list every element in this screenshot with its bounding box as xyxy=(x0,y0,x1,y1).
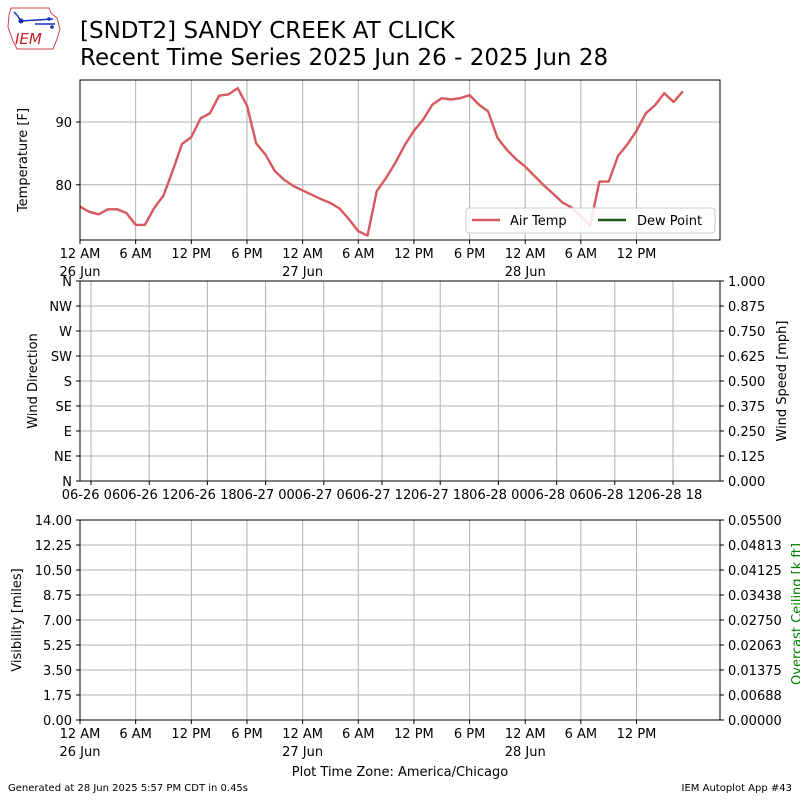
legend-box xyxy=(465,207,716,234)
wind-dir-axis-label: Wind Direction xyxy=(26,333,41,429)
vis-x-tick-label: 6 AM xyxy=(119,727,152,742)
vis-x-tick-label: 6 PM xyxy=(454,727,485,742)
wind-x-tick-label: 06-26 18 xyxy=(178,488,236,503)
vis-x-tick-label: 12 AM xyxy=(282,727,323,742)
wind-speed-axis-label: Wind Speed [mph] xyxy=(775,321,790,442)
wind-x-tick-label: 06-26 06 xyxy=(62,488,120,503)
wind-speed-tick-label: 0.125 xyxy=(728,450,765,465)
ceiling-tick-label: 0.01375 xyxy=(728,664,782,679)
legend-dew-point-label: Dew Point xyxy=(637,214,702,229)
vis-tick-label: 5.25 xyxy=(43,639,72,654)
wind-x-tick-label: 06-26 12 xyxy=(120,488,178,503)
wind-speed-tick-label: 0.250 xyxy=(728,425,765,440)
temp-x-tick-label: 12 PM xyxy=(394,247,434,262)
temp-y-tick-label: 90 xyxy=(55,116,72,131)
wind-x-tick-label: 06-27 06 xyxy=(295,488,353,503)
temp-x-tick-label: 6 AM xyxy=(119,247,152,262)
temp-plot-frame xyxy=(79,79,721,241)
wind-dir-tick-label: SW xyxy=(51,350,72,365)
wind-speed-tick-label: 0.625 xyxy=(728,350,765,365)
vis-tick-label: 10.50 xyxy=(35,564,72,579)
wind-speed-tick-label: 0.875 xyxy=(728,300,765,315)
temp-x-tick-label: 12 AM xyxy=(282,247,323,262)
time-zone-label: Plot Time Zone: America/Chicago xyxy=(292,765,508,780)
vis-x-tick-label: 12 PM xyxy=(617,727,657,742)
vis-tick-label: 3.50 xyxy=(43,664,72,679)
ceiling-tick-label: 0.02063 xyxy=(728,639,782,654)
iem-logo: IEM xyxy=(7,7,61,50)
vis-tick-label: 0.00 xyxy=(43,714,72,729)
vis-x-tick-label: 6 PM xyxy=(231,727,262,742)
wind-x-tick-label: 06-28 00 xyxy=(469,488,527,503)
wind-x-tick-label: 06-27 18 xyxy=(411,488,469,503)
temp-x-date-label: 27 Jun xyxy=(282,265,323,280)
ceiling-tick-label: 0.02750 xyxy=(728,614,782,629)
wind-x-tick-label: 06-27 12 xyxy=(353,488,411,503)
vis-x-tick-label: 12 AM xyxy=(60,727,101,742)
wind-x-tick-label: 06-27 00 xyxy=(236,488,294,503)
wind-dir-tick-label: E xyxy=(64,425,72,440)
wind-speed-tick-label: 0.000 xyxy=(728,475,765,490)
ceiling-tick-label: 0.04125 xyxy=(728,564,782,579)
temp-legend: Air Temp Dew Point xyxy=(465,207,716,234)
chart-title-line1: [SNDT2] SANDY CREEK AT CLICK xyxy=(80,18,455,44)
vis-x-date-label: 27 Jun xyxy=(282,745,323,760)
vis-x-tick-label: 12 AM xyxy=(505,727,546,742)
wind-speed-tick-label: 1.000 xyxy=(728,275,765,290)
vis-x-tick-label: 12 PM xyxy=(171,727,211,742)
wind-dir-tick-label: NW xyxy=(49,300,72,315)
chart-title-line2: Recent Time Series 2025 Jun 26 - 2025 Ju… xyxy=(80,45,609,71)
app-id: IEM Autoplot App #43 xyxy=(681,783,792,794)
visibility-axis-label: Visibility [miles] xyxy=(10,568,25,671)
vis-tick-label: 14.00 xyxy=(35,514,72,529)
ceiling-tick-label: 0.03438 xyxy=(728,589,782,604)
vis-x-tick-label: 12 PM xyxy=(394,727,434,742)
wind-dir-tick-label: W xyxy=(59,325,72,340)
ceiling-tick-label: 0.00000 xyxy=(728,714,782,729)
temp-x-date-label: 28 Jun xyxy=(505,265,546,280)
wind-dir-tick-label: S xyxy=(64,375,72,390)
vis-tick-label: 8.75 xyxy=(43,589,72,604)
wind-dir-tick-label: NE xyxy=(54,450,72,465)
generated-note: Generated at 28 Jun 2025 5:57 PM CDT in … xyxy=(8,783,249,794)
temp-x-tick-label: 6 PM xyxy=(454,247,485,262)
vis-x-date-label: 26 Jun xyxy=(60,745,101,760)
temp-x-tick-label: 12 AM xyxy=(505,247,546,262)
temp-y-axis-label: Temperature [F] xyxy=(16,108,31,213)
ceiling-tick-label: 0.05500 xyxy=(728,514,782,529)
temp-x-date-label: 26 Jun xyxy=(60,265,101,280)
wind-x-tick-label: 06-28 12 xyxy=(586,488,644,503)
wind-x-tick-label: 06-28 06 xyxy=(527,488,585,503)
vis-plot-frame xyxy=(79,519,721,721)
vis-tick-label: 1.75 xyxy=(43,689,72,704)
ceiling-tick-label: 0.04813 xyxy=(728,539,782,554)
wind-speed-tick-label: 0.750 xyxy=(728,325,765,340)
iem-logo-text: IEM xyxy=(15,30,42,48)
vis-x-tick-label: 6 AM xyxy=(565,727,598,742)
temp-x-tick-label: 12 AM xyxy=(60,247,101,262)
vis-tick-label: 12.25 xyxy=(35,539,72,554)
temp-x-tick-label: 6 PM xyxy=(231,247,262,262)
vis-x-tick-label: 6 AM xyxy=(342,727,375,742)
temp-y-tick-label: 80 xyxy=(55,179,72,194)
temp-x-tick-label: 6 AM xyxy=(342,247,375,262)
ceiling-axis-label: Overcast Ceiling [k ft] xyxy=(790,543,800,685)
wind-dir-tick-label: SE xyxy=(56,400,72,415)
vis-tick-label: 7.00 xyxy=(43,614,72,629)
temp-x-tick-label: 6 AM xyxy=(565,247,598,262)
temp-x-tick-label: 12 PM xyxy=(617,247,657,262)
wind-dir-tick-label: N xyxy=(62,475,72,490)
temp-x-tick-label: 12 PM xyxy=(171,247,211,262)
wind-dir-tick-label: N xyxy=(62,275,72,290)
legend-air-temp-label: Air Temp xyxy=(510,214,567,229)
wind-speed-tick-label: 0.375 xyxy=(728,400,765,415)
wind-x-tick-label: 06-28 18 xyxy=(644,488,702,503)
wind-plot-frame xyxy=(79,280,721,482)
ceiling-tick-label: 0.00688 xyxy=(728,689,782,704)
vis-x-date-label: 28 Jun xyxy=(505,745,546,760)
wind-speed-tick-label: 0.500 xyxy=(728,375,765,390)
